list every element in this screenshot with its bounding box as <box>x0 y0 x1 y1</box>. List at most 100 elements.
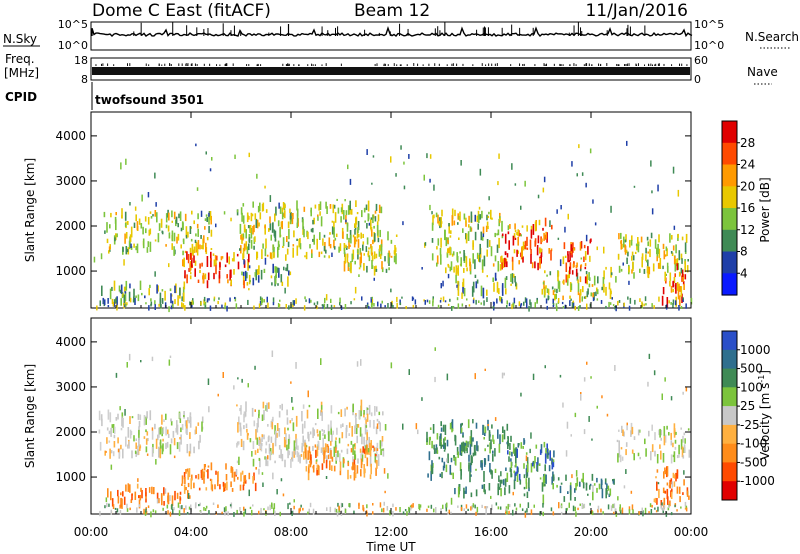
echo-streak <box>537 235 540 244</box>
echo-streak <box>392 305 394 308</box>
echo-streak <box>654 497 657 503</box>
echo-streak <box>285 254 287 261</box>
echo-streak <box>357 221 360 231</box>
echo-streak <box>496 281 499 293</box>
echo-streak <box>571 161 573 167</box>
echo-streak <box>371 260 373 269</box>
echo-streak <box>328 237 331 247</box>
echo-streak <box>501 283 504 293</box>
echo-streak <box>484 368 486 371</box>
echo-streak <box>426 508 428 512</box>
echo-streak <box>311 228 314 233</box>
echo-streak <box>248 489 250 497</box>
echo-streak <box>523 474 526 479</box>
echo-streak <box>544 270 546 274</box>
echo-streak <box>582 472 584 484</box>
echo-streak <box>485 509 487 516</box>
echo-streak <box>580 264 583 267</box>
echo-streak <box>355 413 357 416</box>
echo-streak <box>564 255 567 258</box>
echo-streak <box>360 359 362 366</box>
echo-streak <box>472 437 474 442</box>
echo-streak <box>339 302 341 306</box>
echo-streak <box>516 232 518 236</box>
echo-streak <box>113 434 116 439</box>
echo-streak <box>472 281 475 293</box>
echo-streak <box>520 234 522 237</box>
echo-streak <box>243 482 245 486</box>
echo-streak <box>336 511 339 517</box>
echo-streak <box>124 211 127 221</box>
echo-streak <box>353 471 356 481</box>
echo-streak <box>665 304 668 310</box>
echo-streak <box>335 508 338 513</box>
echo-streak <box>113 280 116 291</box>
echo-streak <box>266 402 268 412</box>
echo-streak <box>690 297 693 305</box>
echo-streak <box>660 429 663 436</box>
echo-streak <box>339 243 342 252</box>
echo-streak <box>618 440 620 451</box>
echo-streak <box>160 426 162 429</box>
echo-streak <box>124 409 126 416</box>
echo-streak <box>115 212 117 216</box>
echo-streak <box>429 204 431 211</box>
echo-streak <box>428 300 431 304</box>
echo-streak <box>526 236 528 247</box>
echo-streak <box>654 507 656 510</box>
echo-streak <box>317 433 319 437</box>
echo-streak <box>645 260 648 263</box>
echo-streak <box>138 218 141 225</box>
echo-streak <box>362 241 365 245</box>
echo-streak <box>582 482 585 489</box>
echo-streak <box>203 471 205 477</box>
echo-streak <box>188 420 190 424</box>
echo-streak <box>646 266 649 274</box>
echo-streak <box>577 282 580 293</box>
echo-streak <box>357 424 360 428</box>
echo-streak <box>491 504 493 511</box>
echo-streak <box>684 242 687 253</box>
echo-streak <box>149 211 152 214</box>
echo-streak <box>113 302 116 307</box>
echo-streak <box>443 449 446 452</box>
echo-streak <box>682 297 684 300</box>
echo-streak <box>408 506 410 512</box>
echo-streak <box>687 259 689 262</box>
echo-streak <box>242 271 245 276</box>
echo-streak <box>362 244 364 251</box>
echo-streak <box>259 296 262 301</box>
echo-streak <box>454 209 456 217</box>
power-colorbar-title: Power [dB] <box>758 177 772 242</box>
velocity-colorbar-title-main: Velocity [m s <box>758 383 772 460</box>
echo-streak <box>170 438 173 444</box>
echo-streak <box>324 434 326 439</box>
echo-streak <box>562 306 565 309</box>
echo-streak <box>378 420 380 425</box>
echo-streak <box>442 504 444 509</box>
echo-streak <box>219 262 221 268</box>
echo-streak <box>540 248 543 253</box>
echo-streak <box>223 483 225 492</box>
echo-streak <box>634 251 637 254</box>
echo-streak <box>544 365 546 369</box>
beam-title: Beam 12 <box>354 1 430 21</box>
y-tick-label: 3000 <box>55 380 86 394</box>
echo-streak <box>625 234 627 242</box>
echo-streak <box>229 297 231 302</box>
echo-streak <box>109 249 111 252</box>
echo-streak <box>366 237 369 245</box>
echo-streak <box>544 483 546 487</box>
echo-streak <box>412 297 415 300</box>
echo-streak <box>439 473 442 477</box>
echo-streak <box>115 219 117 231</box>
echo-streak <box>632 509 634 514</box>
echo-streak <box>557 237 560 240</box>
echo-streak <box>363 253 365 256</box>
echo-streak <box>174 299 176 305</box>
echo-streak <box>497 229 500 236</box>
echo-streak <box>497 483 500 488</box>
echo-streak <box>668 300 670 304</box>
echo-streak <box>189 432 191 439</box>
